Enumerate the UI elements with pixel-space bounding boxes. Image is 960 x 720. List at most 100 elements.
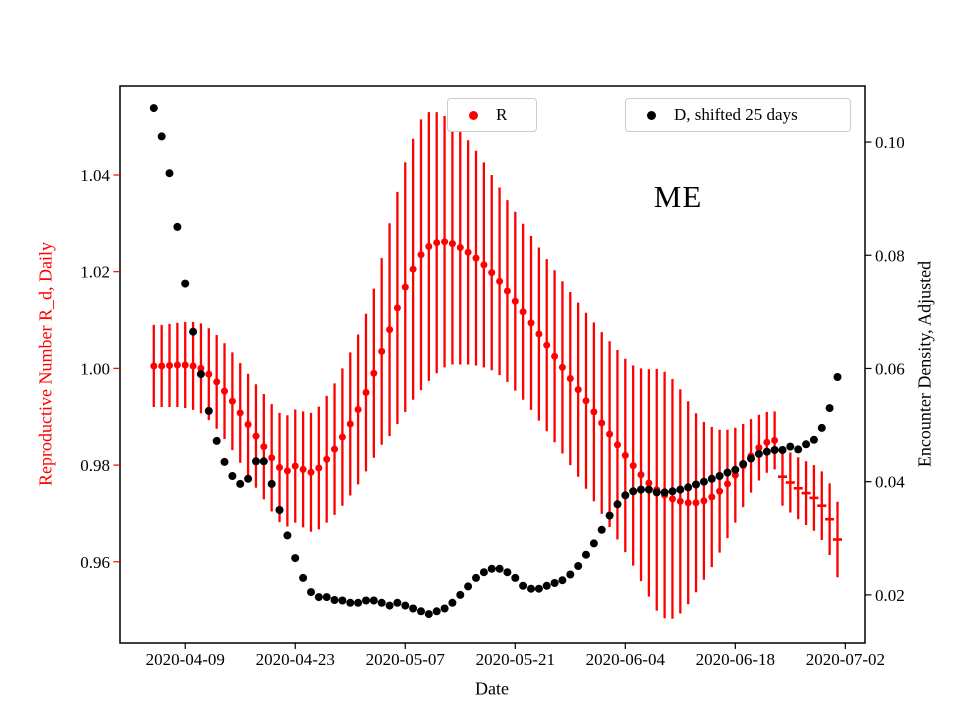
r-point bbox=[189, 362, 197, 370]
r-point bbox=[433, 239, 441, 247]
x-tick-label: 2020-04-09 bbox=[146, 650, 225, 669]
right-tick-label: 0.02 bbox=[875, 586, 905, 605]
r-point bbox=[150, 362, 158, 370]
d-point bbox=[401, 601, 410, 610]
x-tick-label: 2020-05-07 bbox=[366, 650, 446, 669]
r-point bbox=[511, 297, 519, 305]
r-point bbox=[731, 471, 739, 479]
d-point bbox=[424, 610, 433, 619]
d-point bbox=[354, 598, 363, 607]
d-point bbox=[605, 511, 614, 520]
d-point bbox=[542, 581, 551, 590]
r-point bbox=[676, 497, 684, 505]
d-point bbox=[377, 598, 386, 607]
d-legend-marker-icon bbox=[646, 110, 656, 120]
r-errorbars bbox=[152, 112, 839, 619]
d-point bbox=[173, 222, 182, 231]
d-point bbox=[794, 445, 803, 454]
d-point bbox=[723, 468, 732, 477]
r-point bbox=[362, 389, 370, 396]
r-point bbox=[527, 319, 535, 327]
r-point bbox=[519, 308, 527, 316]
r-point bbox=[370, 369, 378, 377]
d-point bbox=[393, 598, 402, 607]
r-point bbox=[417, 251, 425, 259]
legend-d: D, shifted 25 days bbox=[625, 98, 851, 132]
r-point bbox=[488, 269, 496, 277]
r-point bbox=[551, 352, 559, 360]
r-point bbox=[425, 243, 433, 250]
d-point bbox=[778, 446, 787, 454]
d-point bbox=[739, 460, 748, 469]
r-point bbox=[700, 497, 708, 505]
d-point bbox=[283, 531, 292, 540]
r-point bbox=[401, 283, 409, 291]
left-tick-label: 1.00 bbox=[80, 359, 110, 378]
r-point bbox=[393, 304, 401, 312]
right-axis-label: Encounter Density, Adjusted bbox=[914, 260, 935, 468]
d-point bbox=[597, 525, 606, 534]
r-point bbox=[205, 370, 213, 378]
state-annotation: ME bbox=[653, 179, 703, 214]
d-point bbox=[291, 554, 300, 563]
d-point bbox=[181, 279, 190, 288]
r-point bbox=[323, 455, 331, 463]
d-point bbox=[715, 472, 724, 480]
r-point bbox=[228, 397, 236, 405]
r-point bbox=[480, 261, 488, 269]
r-point bbox=[197, 364, 205, 372]
r-legend-marker-icon bbox=[468, 110, 478, 120]
d-point bbox=[432, 607, 441, 616]
d-point bbox=[621, 491, 630, 500]
r-point bbox=[346, 420, 354, 428]
d-point bbox=[440, 604, 449, 613]
r-point bbox=[535, 330, 543, 338]
d-point bbox=[346, 598, 355, 607]
r-point bbox=[378, 347, 386, 355]
legend-r: R bbox=[447, 98, 537, 132]
d-point bbox=[809, 435, 818, 444]
d-point bbox=[479, 568, 488, 577]
r-point bbox=[566, 375, 574, 382]
r-point bbox=[684, 499, 692, 507]
r-point bbox=[716, 487, 724, 495]
d-point bbox=[149, 104, 158, 113]
r-point bbox=[252, 432, 260, 440]
d-point bbox=[582, 550, 590, 559]
x-tick-label: 2020-06-18 bbox=[696, 650, 775, 669]
right-axis-ticks: 0.02 0.04 0.06 0.08 0.10 bbox=[865, 133, 905, 605]
d-point bbox=[754, 449, 763, 458]
r-point bbox=[606, 430, 614, 438]
r-point bbox=[331, 445, 338, 453]
r-point bbox=[299, 465, 307, 473]
d-point bbox=[472, 573, 480, 582]
d-point bbox=[668, 487, 677, 496]
d-point bbox=[330, 596, 339, 604]
d-point bbox=[825, 404, 834, 413]
r-point bbox=[354, 406, 362, 413]
r-point bbox=[268, 454, 276, 462]
r-point bbox=[582, 397, 590, 405]
d-point bbox=[385, 601, 394, 610]
right-tick-label: 0.06 bbox=[875, 359, 905, 378]
d-point bbox=[833, 373, 842, 381]
r-point bbox=[315, 464, 323, 472]
d-point bbox=[157, 132, 166, 141]
d-point bbox=[637, 485, 645, 494]
r-dash-markers bbox=[778, 475, 842, 541]
d-point bbox=[660, 488, 669, 497]
left-tick-label: 0.96 bbox=[80, 553, 110, 572]
d-point bbox=[267, 479, 276, 488]
r-point bbox=[621, 451, 629, 459]
d-point bbox=[731, 465, 740, 474]
right-tick-label: 0.08 bbox=[875, 246, 905, 265]
r-point bbox=[448, 240, 456, 248]
right-tick-label: 0.10 bbox=[875, 133, 905, 152]
r-point bbox=[590, 408, 598, 416]
r-point bbox=[708, 493, 716, 501]
r-point bbox=[441, 238, 449, 246]
d-legend-marker bbox=[639, 110, 663, 120]
left-tick-label: 0.98 bbox=[80, 456, 110, 475]
d-point bbox=[244, 474, 253, 483]
d-point bbox=[692, 480, 700, 489]
